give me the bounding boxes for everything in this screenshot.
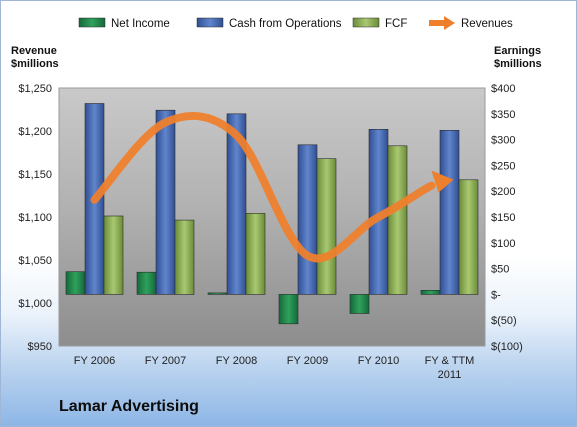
right-tick-label: $200 [491, 186, 515, 198]
left-axis-title-line: Revenue [11, 45, 57, 57]
left-tick-label: $950 [28, 341, 52, 353]
bar-fcf [245, 213, 266, 295]
left-tick-label: $1,250 [18, 83, 52, 95]
legend-label: Revenues [461, 18, 513, 30]
category-label: FY 2006 [74, 355, 115, 367]
legend-label: Net Income [111, 18, 170, 30]
category-label: FY & TTM [425, 355, 475, 367]
right-axis-title-line: $millions [494, 58, 542, 70]
revenues-line [90, 111, 436, 263]
bar-net-income [207, 292, 228, 295]
bar-net-income [349, 294, 370, 314]
bar-cash-from-operations [439, 130, 460, 295]
legend-swatch [352, 17, 380, 28]
bar-cash-from-operations [297, 144, 318, 295]
bar-fcf [387, 145, 408, 295]
right-tick-label: $50 [491, 264, 509, 276]
left-tick-label: $1,200 [18, 126, 52, 138]
left-axis-title: Revenue $millions [11, 45, 59, 71]
category-label: FY 2008 [216, 355, 257, 367]
revenues-arrowhead [431, 170, 454, 193]
left-tick-label: $1,100 [18, 212, 52, 224]
right-tick-label: $100 [491, 238, 515, 250]
legend-swatch [196, 17, 224, 28]
category-label: FY 2007 [145, 355, 186, 367]
bar-net-income [65, 271, 86, 295]
plot-area [58, 87, 486, 347]
company-name: Lamar Advertising [59, 398, 199, 415]
left-tick-label: $1,000 [18, 298, 52, 310]
right-tick-label: $(50) [491, 315, 517, 327]
right-tick-label: $250 [491, 160, 515, 172]
legend-label: Cash from Operations [229, 18, 342, 30]
left-tick-label: $1,150 [18, 169, 52, 181]
left-axis-title-line: $millions [11, 58, 59, 70]
bar-net-income [136, 271, 157, 295]
bar-fcf [174, 219, 195, 295]
category-label: 2011 [438, 369, 462, 381]
legend-swatch [78, 17, 106, 28]
bar-net-income [278, 294, 299, 325]
legend-label: FCF [385, 18, 407, 30]
bar-fcf [316, 158, 337, 295]
bar-cash-from-operations [226, 113, 247, 295]
bar-fcf [103, 215, 124, 295]
right-tick-label: $400 [491, 83, 515, 95]
right-tick-label: $(100) [491, 341, 523, 353]
right-axis-title: Earnings $millions [494, 45, 542, 71]
bar-cash-from-operations [155, 109, 176, 295]
category-label: FY 2009 [287, 355, 328, 367]
right-axis-title-line: Earnings [494, 45, 542, 57]
right-tick-label: $- [491, 289, 501, 301]
category-label: FY 2010 [358, 355, 399, 367]
right-tick-label: $350 [491, 109, 515, 121]
bar-fcf [458, 179, 479, 295]
bar-net-income [420, 289, 441, 295]
right-tick-label: $300 [491, 135, 515, 147]
right-tick-label: $150 [491, 212, 515, 224]
legend-arrow [444, 16, 455, 30]
left-tick-label: $1,050 [18, 255, 52, 267]
